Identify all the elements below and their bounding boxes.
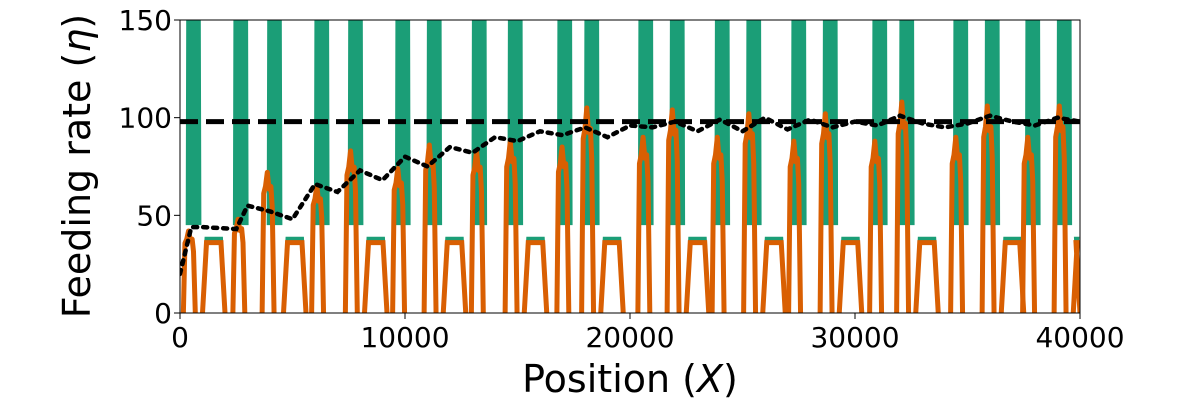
series-2-plateau: [913, 240, 941, 313]
series-2-peak: [230, 216, 248, 313]
x-axis-label: Position (X): [522, 357, 738, 400]
series-2-peak: [554, 144, 572, 313]
series-1-burst: [583, 20, 600, 226]
series-1-burst: [1056, 20, 1073, 226]
series-1-burst: [232, 20, 249, 226]
series-2-peak: [635, 134, 653, 313]
series-1-burst: [266, 20, 283, 226]
y-tick-label: 0: [154, 297, 172, 330]
series-2-peak: [259, 169, 277, 313]
plot-area: [180, 20, 1080, 313]
series-2-peak: [948, 134, 966, 313]
series-2-plateau: [1070, 240, 1080, 313]
x-axis-label-end: ): [723, 357, 738, 400]
y-tick-label: 50: [136, 199, 172, 232]
y-axis-label-end: ): [55, 14, 99, 29]
series-2-plateau: [440, 240, 469, 313]
y-axis-label-text: Feeding rate (: [55, 53, 99, 319]
x-tick-label: 40000: [1035, 321, 1124, 354]
series-1-burst: [822, 20, 839, 226]
series-2-peak: [709, 134, 727, 313]
series-2-peak: [786, 138, 804, 313]
x-tick-label: 20000: [585, 321, 674, 354]
series-2-peak: [390, 165, 408, 313]
y-axis-label-var: η: [55, 29, 99, 53]
series-2-peak: [502, 138, 520, 313]
x-tick-label: 10000: [360, 321, 449, 354]
series-2-peak: [421, 142, 439, 313]
series-2-plateau: [836, 240, 865, 313]
y-tick-label: 100: [119, 102, 172, 135]
series-2-plateau: [998, 240, 1027, 313]
series-2-peak: [342, 148, 360, 313]
series-1-burst: [984, 20, 1001, 226]
series-2-peak: [1051, 103, 1069, 313]
series-2-peak: [1020, 134, 1038, 313]
y-axis-label: Feeding rate (η): [55, 14, 99, 319]
series-2-plateau: [598, 240, 626, 313]
x-axis-label-var: X: [695, 357, 724, 400]
x-tick-label: 0: [171, 321, 189, 354]
series-2-peak: [468, 148, 486, 313]
x-axis-label-text: Position (: [522, 357, 697, 400]
x-tick-label: 30000: [810, 321, 899, 354]
y-tick-label: 150: [119, 4, 172, 37]
series-2-plateau: [521, 240, 550, 313]
axis-ticks: 0 10000 20000 30000 40000 0 50 100 150: [119, 4, 1125, 354]
series-2-plateau: [281, 240, 309, 313]
series-2-plateau: [362, 240, 390, 313]
series-1-burst: [185, 20, 202, 226]
series-1-burst: [745, 20, 762, 226]
series-1-burst: [313, 20, 330, 226]
series-2-peak: [309, 183, 327, 313]
series-1-burst: [669, 20, 686, 226]
series-2-plateau: [683, 240, 712, 313]
series-2-peak: [867, 138, 885, 313]
series-2-plateau: [760, 240, 788, 313]
series-4-line: [180, 113, 1080, 277]
series-1-burst: [898, 20, 915, 226]
series-2-plateau: [200, 240, 228, 313]
